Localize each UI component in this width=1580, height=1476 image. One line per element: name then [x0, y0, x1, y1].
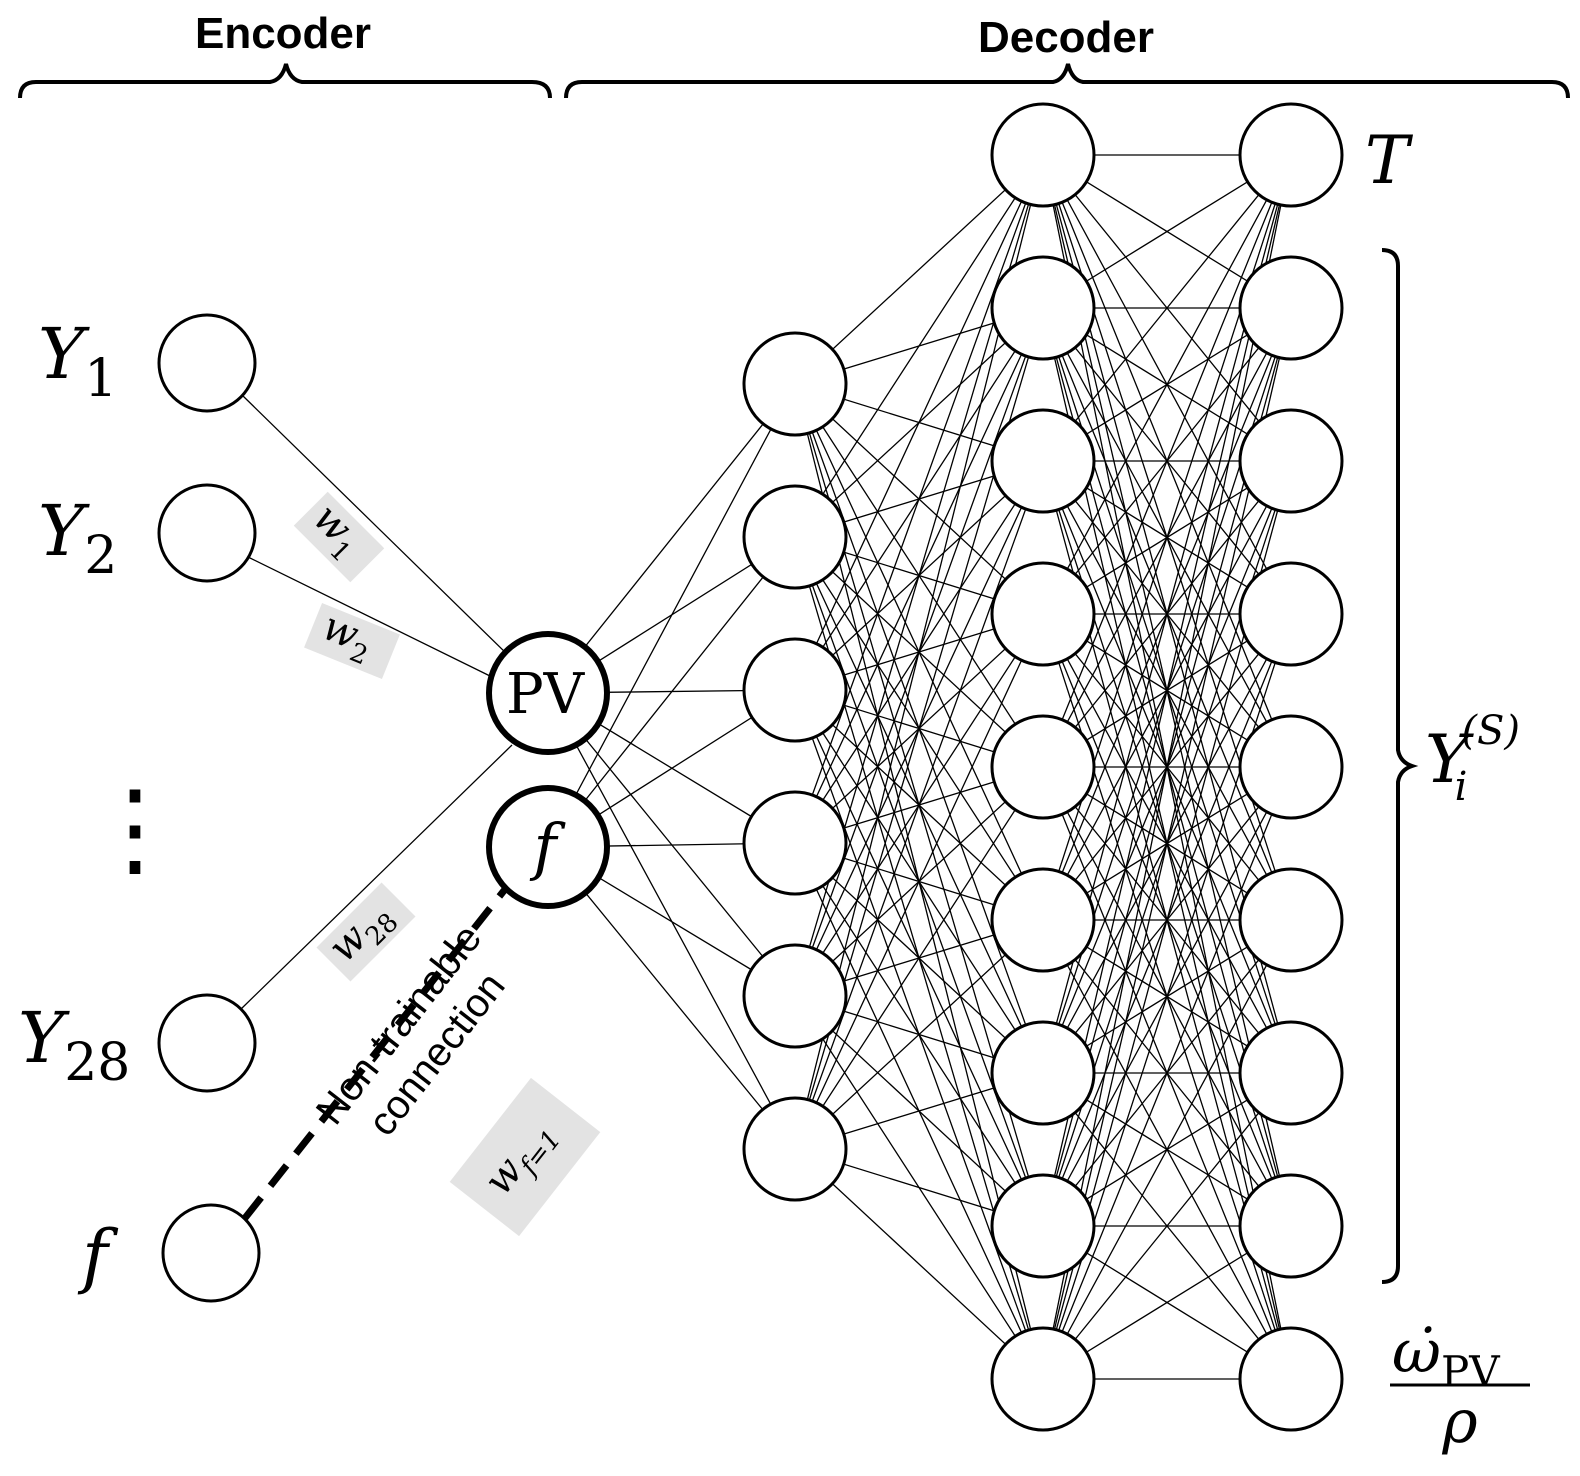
- weight-tag-w2: w2: [304, 603, 400, 679]
- ellipsis-dots: ⋮: [83, 767, 187, 889]
- encoder-edges: [239, 394, 513, 1221]
- encoder-brace: [18, 63, 552, 99]
- hidden2-node-6: [990, 867, 1096, 973]
- hidden1-node-5: [742, 943, 848, 1049]
- input-node-f: [161, 1203, 261, 1303]
- species-brace: [1381, 248, 1419, 1284]
- output-node-7: [1238, 1020, 1344, 1126]
- hidden1-node-2: [742, 484, 848, 590]
- header-braces: Encoder Decoder: [18, 9, 1570, 1284]
- weight-tags: w1 w2 w28 wf=1: [293, 491, 601, 1237]
- output-node-2: [1238, 255, 1344, 361]
- edge-h2-out-4-0: [1042, 154, 1292, 768]
- output-node-6: [1238, 867, 1344, 973]
- non-trainable-edge: [242, 880, 513, 1221]
- edge-h1-h2-5-8: [794, 1148, 1044, 1380]
- edge-h2-out-8-4: [1042, 766, 1292, 1380]
- weight-tag-w1: w1: [293, 491, 385, 583]
- output-node-4: [1238, 561, 1344, 667]
- edge-h1-h2-5-3: [794, 613, 1044, 1150]
- hidden2-node-3: [990, 408, 1096, 514]
- weight-tag-w28: w28: [316, 882, 416, 982]
- edge-h1-h2-5-5: [794, 919, 1044, 1150]
- decoder-edges: [547, 154, 1292, 1380]
- pv-label: PV: [506, 662, 586, 727]
- output-node-8: [1238, 1173, 1344, 1279]
- label-y2: Y2: [38, 490, 117, 586]
- edge-h1-h2-3-0: [794, 154, 1044, 844]
- hidden2-node-9: [990, 1326, 1096, 1432]
- hidden1-node-4: [742, 790, 848, 896]
- output-node-3: [1238, 408, 1344, 514]
- output-label-source-denominator: ρ: [1441, 1387, 1477, 1457]
- input-node-y1: [157, 313, 257, 413]
- edge-h2-out-3-0: [1042, 154, 1292, 615]
- edge-h1-h2-0-0: [794, 154, 1044, 385]
- decoder-nodes: [742, 102, 1344, 1432]
- edge-h1-h2-5-2: [794, 460, 1044, 1150]
- weight-tag-wf: wf=1: [449, 1077, 601, 1237]
- latent-node-f: [486, 785, 610, 909]
- input-node-y2: [157, 483, 257, 583]
- edge-h2-out-8-5: [1042, 919, 1292, 1380]
- latent-node-pv: [486, 631, 610, 755]
- hidden1-node-6: [742, 1096, 848, 1202]
- input-node-y28: [157, 993, 257, 1093]
- edge-h2-out-8-0: [1042, 154, 1292, 1380]
- hidden1-node-3: [742, 637, 848, 743]
- output-node-9: [1238, 1326, 1344, 1432]
- edge-latent-h1-1-5: [547, 846, 796, 1150]
- edge-latent-h1-0-0: [547, 383, 796, 694]
- edge-y28-pv: [239, 744, 513, 1011]
- encoder-header: Encoder: [195, 9, 371, 58]
- hidden2-node-4: [990, 561, 1096, 667]
- output-label-species: Yi(S): [1425, 708, 1520, 810]
- edge-h1-h2-5-4: [794, 766, 1044, 1150]
- label-y28: Y28: [18, 997, 130, 1093]
- output-labels: T Yi(S) ω̇PV ρ: [1365, 122, 1530, 1457]
- hidden2-node-8: [990, 1173, 1096, 1279]
- hidden2-node-7: [990, 1020, 1096, 1126]
- label-y1: Y1: [38, 313, 117, 409]
- output-node-1: [1238, 102, 1344, 208]
- edge-y2-pv: [247, 556, 491, 677]
- hidden2-node-5: [990, 714, 1096, 820]
- latent-layer: PV f: [486, 631, 610, 909]
- decoder-brace: [564, 63, 1570, 99]
- output-label-source-numerator: ω̇PV: [1392, 1317, 1500, 1396]
- edge-h1-h2-2-0: [794, 154, 1044, 691]
- decoder-header: Decoder: [978, 13, 1154, 62]
- edge-latent-h1-1-0: [547, 383, 796, 848]
- edge-y1-pv: [241, 394, 511, 658]
- output-label-t: T: [1365, 122, 1414, 199]
- label-f-input: f: [77, 1215, 119, 1297]
- output-node-5: [1238, 714, 1344, 820]
- edge-h2-out-2-0: [1042, 154, 1292, 462]
- edge-latent-h1-1-1: [547, 536, 796, 848]
- hidden1-node-1: [742, 331, 848, 437]
- hidden2-node-2: [990, 255, 1096, 361]
- edge-h1-h2-1-0: [794, 154, 1044, 538]
- hidden2-node-1: [990, 102, 1096, 208]
- input-layer: Y1 Y2 Y28 f ⋮: [18, 313, 261, 1303]
- edge-h2-out-8-6: [1042, 1072, 1292, 1380]
